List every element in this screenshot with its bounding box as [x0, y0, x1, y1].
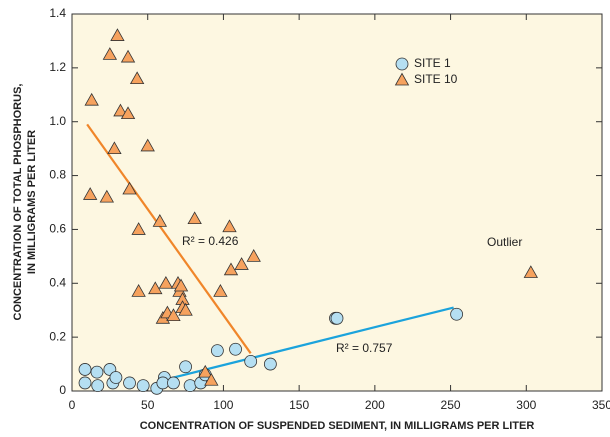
- x-tick-label: 50: [141, 398, 155, 412]
- y-tick-label: 1.2: [49, 60, 66, 74]
- point: [84, 92, 99, 106]
- point: [120, 49, 136, 63]
- point: [82, 187, 98, 200]
- point: [90, 365, 104, 379]
- x-tick-label: 250: [441, 398, 461, 412]
- point: [179, 360, 192, 374]
- point: [450, 307, 464, 321]
- y-tick-label: 0: [59, 383, 66, 397]
- point: [113, 103, 128, 117]
- x-tick-label: 150: [289, 398, 309, 412]
- annotation: R² = 0.426: [182, 234, 239, 248]
- point: [148, 281, 163, 295]
- point: [91, 379, 105, 393]
- point: [222, 219, 237, 233]
- point: [152, 214, 168, 227]
- point: [166, 308, 181, 321]
- legend-marker: [395, 57, 409, 71]
- legend-label: SITE 10: [414, 72, 458, 86]
- point: [136, 379, 150, 393]
- point: [78, 376, 92, 390]
- point: [213, 284, 228, 297]
- annotation: R² = 0.757: [336, 341, 393, 355]
- y-tick-label: 0.8: [49, 168, 66, 182]
- plot-area: [71, 13, 603, 392]
- point: [99, 189, 115, 203]
- y-tick-label: 1.0: [49, 114, 66, 128]
- point: [223, 262, 239, 276]
- point: [122, 181, 137, 195]
- point: [140, 138, 155, 152]
- point: [131, 222, 146, 235]
- point: [244, 354, 258, 368]
- x-tick-label: 100: [213, 398, 233, 412]
- point: [107, 141, 122, 155]
- y-tick-label: 0.2: [49, 329, 66, 343]
- trend-line: [86, 123, 252, 354]
- x-axis-title: CONCENTRATION OF SUSPENDED SEDIMENT, IN …: [140, 420, 535, 432]
- point: [167, 376, 180, 390]
- x-tick-label: 0: [69, 398, 76, 412]
- annotation: Outlier: [487, 235, 522, 249]
- point: [187, 211, 202, 225]
- point: [183, 379, 197, 393]
- x-tick-label: 200: [365, 398, 385, 412]
- legend-marker: [394, 72, 410, 86]
- point: [173, 278, 189, 292]
- point: [330, 311, 344, 325]
- point: [229, 342, 242, 356]
- point: [123, 376, 136, 390]
- point: [78, 363, 92, 376]
- point: [204, 372, 219, 386]
- point: [102, 47, 118, 60]
- point: [178, 302, 193, 316]
- point: [129, 71, 145, 85]
- point: [210, 344, 224, 358]
- legend-label: SITE 1: [414, 56, 451, 70]
- point: [110, 28, 125, 41]
- point: [246, 249, 261, 262]
- trend-line: [162, 306, 454, 382]
- point: [120, 106, 136, 120]
- point: [158, 275, 174, 289]
- point: [263, 357, 277, 371]
- x-tick-label: 350: [592, 398, 610, 412]
- y-axis-title: CONCENTRATION OF TOTAL PHOSPHORUS,: [12, 84, 24, 321]
- point: [523, 265, 539, 278]
- y-tick-label: 1.4: [49, 6, 66, 20]
- y-tick-label: 0.6: [49, 222, 66, 236]
- y-tick-label: 0.4: [49, 275, 66, 289]
- point: [109, 371, 123, 384]
- point: [198, 364, 213, 378]
- x-tick-label: 300: [516, 398, 536, 412]
- point: [234, 257, 249, 270]
- y-axis-title: IN MILLIGRAMS PER LITER: [26, 130, 38, 274]
- point: [131, 284, 146, 297]
